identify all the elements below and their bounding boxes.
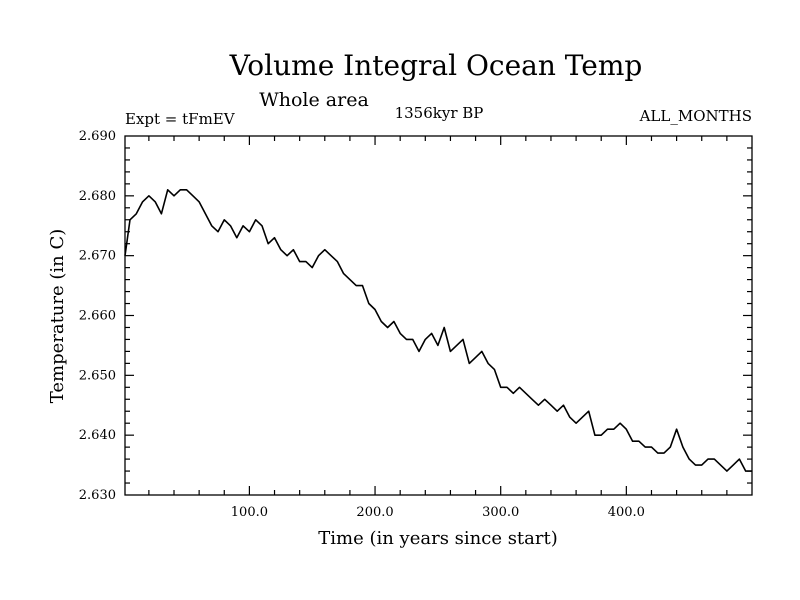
y-tick-label: 2.650 xyxy=(79,368,116,383)
months-label: ALL_MONTHS xyxy=(639,107,752,125)
x-tick-label: 100.0 xyxy=(231,505,268,520)
x-tick-label: 400.0 xyxy=(608,505,645,520)
x-tick-label: 200.0 xyxy=(356,505,393,520)
y-tick-label: 2.640 xyxy=(79,428,116,443)
plot-frame xyxy=(124,135,753,496)
experiment-label: Expt = tFmEV xyxy=(125,110,236,128)
y-tick-label: 2.690 xyxy=(79,129,116,144)
chart-title: Volume Integral Ocean Temp xyxy=(229,49,643,82)
x-axis-label: Time (in years since start) xyxy=(318,528,558,549)
temperature-series-line xyxy=(124,189,752,472)
chart-subtitle: Whole area xyxy=(259,89,369,111)
y-tick-label: 2.660 xyxy=(79,309,116,324)
y-axis-label: Temperature (in C) xyxy=(47,229,68,404)
x-tick-label: 300.0 xyxy=(482,505,519,520)
y-tick-label: 2.670 xyxy=(79,249,116,264)
y-tick-label: 2.680 xyxy=(79,189,116,204)
x-axis-ticks xyxy=(148,136,728,495)
y-axis-ticks xyxy=(125,147,752,484)
y-tick-label: 2.630 xyxy=(79,488,116,503)
x-axis-tick-labels: 100.0 200.0 300.0 400.0 xyxy=(231,505,645,520)
y-axis-tick-labels: 2.630 2.640 2.650 2.660 2.670 2.680 2.690 xyxy=(79,129,116,503)
period-label: 1356kyr BP xyxy=(395,104,484,122)
